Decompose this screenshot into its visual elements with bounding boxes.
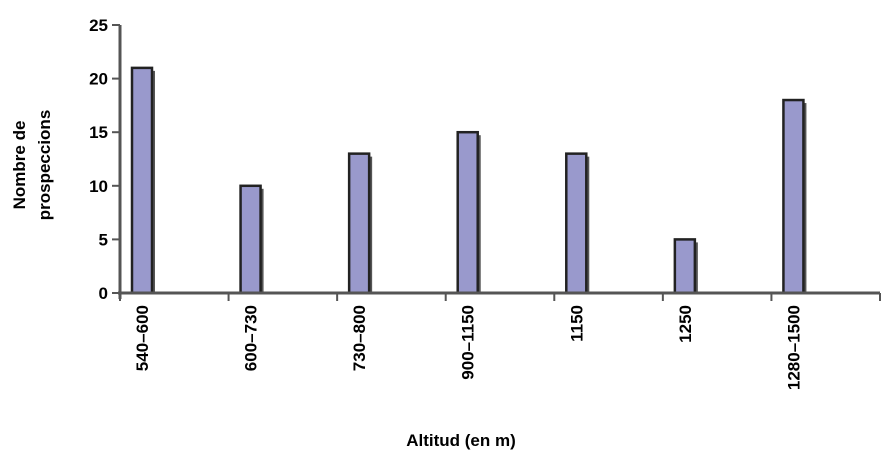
x-axis-title: Altitud (en m) (406, 431, 516, 450)
bar (456, 130, 479, 295)
bar (782, 98, 805, 295)
bar (239, 184, 262, 295)
plot-area (130, 66, 807, 295)
x-tick-label: 600–730 (242, 305, 261, 371)
bar (347, 152, 371, 295)
x-tick-label: 900–1150 (459, 305, 478, 380)
bar (673, 238, 697, 295)
x-tick-label: 1250 (676, 305, 695, 343)
x-tick-label: 1280–1500 (784, 305, 803, 390)
y-tick-label: 5 (99, 230, 108, 249)
y-tick-label: 0 (99, 284, 108, 303)
y-axis-title-line: prospeccions (35, 110, 54, 221)
x-tick-label: 540–600 (133, 305, 152, 371)
x-tick-label: 730–800 (350, 305, 369, 371)
y-tick-label: 25 (89, 16, 108, 35)
y-axis-title-line: Nombre de (10, 121, 29, 210)
y-axis-title: Nombre de prospeccions (10, 110, 54, 221)
bar (130, 66, 154, 295)
x-axis-ticks: 540–600 600–730 730–800 900–1150 1150 1250 128… (119, 293, 881, 390)
y-tick-label: 15 (89, 123, 108, 142)
x-tick-label: 1150 (567, 305, 586, 342)
bar (565, 152, 588, 295)
y-tick-label: 10 (89, 177, 108, 196)
y-axis-ticks: 0 5 10 15 20 25 (89, 16, 120, 303)
y-tick-label: 20 (89, 70, 108, 89)
